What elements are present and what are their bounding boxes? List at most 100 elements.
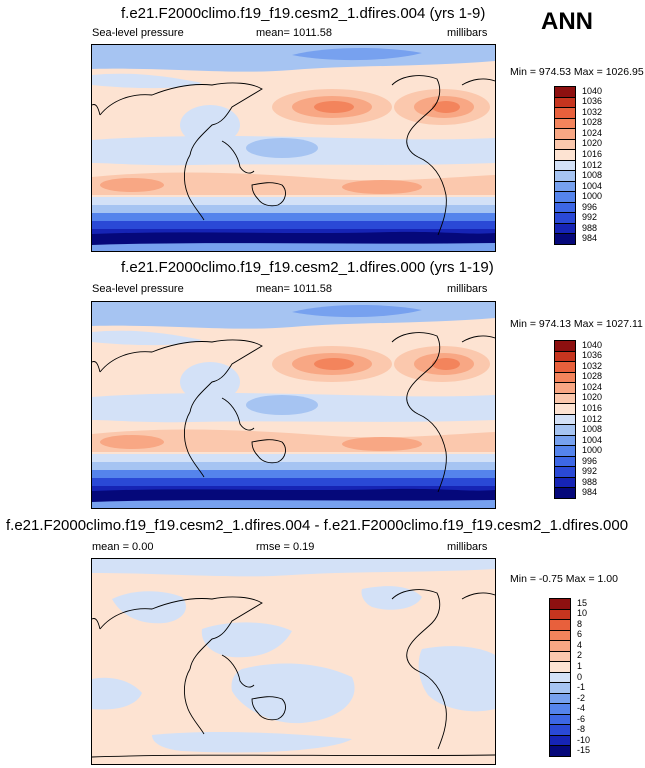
panel2-band-1000 (92, 470, 495, 478)
colorbar-label: -6 (577, 713, 586, 724)
colorbar-label: 984 (582, 233, 598, 244)
colorbar-label: 4 (577, 639, 583, 650)
panel2-atlantic-high-core (432, 358, 460, 370)
panel2-warm-pool-low (246, 395, 318, 415)
panel3-negative-patch-3 (231, 663, 355, 724)
colorbar-swatch (554, 233, 576, 245)
panel1-south-atlantic-high (100, 178, 164, 192)
panel2-mean-label: mean= 1011.58 (256, 283, 332, 295)
panel3-negative-patch-1 (112, 591, 186, 624)
panel3-negative-patch-6 (92, 677, 142, 710)
colorbar-label: 992 (582, 212, 598, 223)
panel2-title: f.e21.F2000climo.f19_f19.cesm2_1.dfires.… (121, 259, 494, 276)
panel2-band-1008 (92, 462, 495, 470)
panel3-negative-patch-4 (361, 586, 422, 610)
colorbar-label: 984 (582, 487, 598, 498)
colorbar-label: 988 (582, 222, 598, 233)
panel1-south-pacific-high (342, 180, 422, 194)
panel1-antarctic-coast (92, 243, 495, 251)
panel1-coastlines (92, 75, 495, 236)
panel1-warm-pool-low (246, 138, 318, 158)
colorbar-label: 1004 (582, 180, 603, 191)
colorbar-label: 1032 (582, 360, 603, 371)
panel2-south-atlantic-high (100, 435, 164, 449)
colorbar-swatch (549, 745, 571, 757)
panel2-coastlines (92, 332, 495, 493)
colorbar-label: 1020 (582, 138, 603, 149)
colorbar-label: 1016 (582, 148, 603, 159)
panel1-aleutian-low (292, 48, 422, 61)
colorbar-label: 996 (582, 201, 598, 212)
colorbar-label: 1004 (582, 434, 603, 445)
panel2-colorbar: 1040 1036 1032 1028 1024 1020 1016 1012 1008 1004… (554, 339, 624, 499)
colorbar-label: 1036 (582, 96, 603, 107)
colorbar-label: 1028 (582, 117, 603, 128)
panel2-aleutian-low (292, 305, 422, 318)
colorbar-label: 992 (582, 466, 598, 477)
colorbar-label: 1040 (582, 339, 603, 350)
panel2-band-1012 (92, 454, 495, 462)
panel2-contour-plot (92, 302, 495, 508)
panel2-band-984 (92, 488, 495, 503)
panel1-title: f.e21.F2000climo.f19_f19.cesm2_1.dfires.… (121, 5, 486, 22)
colorbar-label: -15 (577, 745, 591, 756)
panel1-pacific-high-core (314, 101, 354, 113)
panel3-coastlines (92, 589, 495, 758)
colorbar-label: 8 (577, 618, 583, 629)
colorbar-label: -4 (577, 703, 586, 714)
colorbar-label: 996 (582, 455, 598, 466)
colorbar-label: -1 (577, 682, 586, 693)
panel2-units-label: millibars (447, 283, 488, 295)
panel3-minmax: Min = -0.75 Max = 1.00 (510, 573, 618, 585)
colorbar-label: 10 (577, 608, 588, 619)
panel1-variable-label: Sea-level pressure (92, 27, 184, 39)
panel3-negative-patch-7 (152, 732, 352, 753)
panel3-units-label: millibars (447, 541, 488, 553)
panel3-title: f.e21.F2000climo.f19_f19.cesm2_1.dfires.… (6, 517, 629, 534)
colorbar-label: 1020 (582, 392, 603, 403)
colorbar-label: 1036 (582, 350, 603, 361)
panel1-contour-plot (92, 45, 495, 251)
colorbar-label: 988 (582, 476, 598, 487)
colorbar-label: 1000 (582, 445, 603, 456)
colorbar-label: -2 (577, 692, 586, 703)
season-label: ANN (541, 8, 593, 35)
panel2-antarctic-coast (92, 500, 495, 508)
panel2-asia-low (180, 362, 240, 402)
colorbar-swatch (554, 487, 576, 499)
panel2-band-992 (92, 478, 495, 486)
panel2-minmax: Min = 974.13 Max = 1027.11 (510, 318, 643, 330)
panel1-band-1012 (92, 197, 495, 205)
panel1-band-992 (92, 221, 495, 229)
colorbar-label: 1040 (582, 85, 603, 96)
colorbar-label: 1 (577, 660, 583, 671)
colorbar-label: 6 (577, 629, 583, 640)
colorbar-label: 1008 (582, 424, 603, 435)
panel1-units-label: millibars (447, 27, 488, 39)
colorbar-label: 1012 (582, 159, 603, 170)
colorbar-label: 1012 (582, 413, 603, 424)
colorbar-label: 1024 (582, 381, 603, 392)
panel3-mean-label: mean = 0.00 (92, 541, 154, 553)
colorbar-label: 1032 (582, 106, 603, 117)
panel3-negative-arctic (92, 559, 495, 577)
colorbar-label: 1024 (582, 127, 603, 138)
panel2-pacific-high-core (314, 358, 354, 370)
panel3-colorbar: 15 10 8 6 4 2 1 0 -1 -2 -4 -6 -8 -10 -15 (549, 598, 619, 757)
colorbar-label: 1000 (582, 191, 603, 202)
colorbar-label: 2 (577, 650, 583, 661)
colorbar-label: 1028 (582, 371, 603, 382)
panel1-north-band (92, 73, 202, 89)
panel3-negative-patch-5 (418, 646, 495, 712)
panel3-map (91, 558, 496, 765)
colorbar-label: 1008 (582, 170, 603, 181)
panel1-band-1000 (92, 213, 495, 221)
colorbar-label: -10 (577, 734, 591, 745)
panel1-map (91, 44, 496, 252)
colorbar-label: -8 (577, 724, 586, 735)
panel1-band-984 (92, 231, 495, 246)
colorbar-label: 1016 (582, 402, 603, 413)
panel1-asia-low (180, 105, 240, 145)
panel1-atlantic-high-core (432, 101, 460, 113)
panel1-minmax: Min = 974.53 Max = 1026.95 (510, 66, 644, 78)
